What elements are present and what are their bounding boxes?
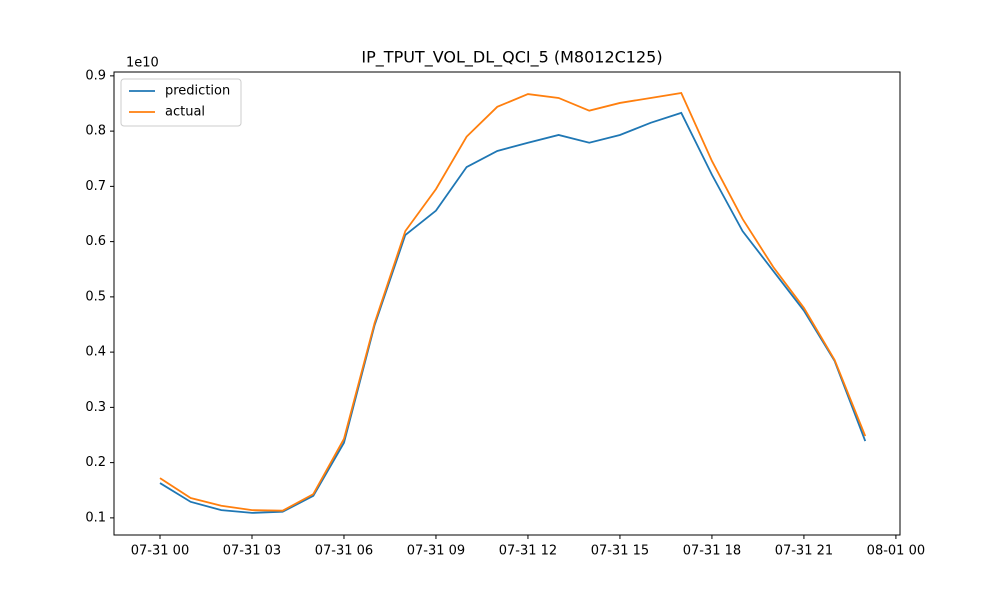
x-tick-label: 08-01 00 (867, 544, 925, 559)
y-tick-label: 0.4 (85, 345, 106, 360)
legend-label: actual (165, 105, 205, 120)
y-tick-label: 0.5 (85, 289, 106, 304)
y-tick-label: 0.7 (85, 179, 106, 194)
legend-label: prediction (165, 84, 230, 99)
x-tick-label: 07-31 06 (315, 544, 373, 559)
y-tick-label: 0.9 (85, 68, 106, 83)
plot-frame (113, 71, 901, 536)
x-tick-label: 07-31 03 (223, 544, 281, 559)
y-tick-label: 0.1 (85, 510, 106, 525)
y-tick-label: 0.2 (85, 455, 106, 470)
y-tick-label: 0.3 (85, 400, 106, 415)
x-tick-label: 07-31 21 (775, 544, 833, 559)
y-offset-label: 1e10 (126, 56, 159, 71)
x-tick-label: 07-31 12 (499, 544, 557, 559)
x-tick-label: 07-31 00 (131, 544, 189, 559)
y-tick-label: 0.8 (85, 124, 106, 139)
x-tick-label: 07-31 09 (407, 544, 465, 559)
x-tick-label: 07-31 15 (591, 544, 649, 559)
series-line (159, 91, 867, 512)
y-tick-label: 0.6 (85, 234, 106, 249)
chart-title: IP_TPUT_VOL_DL_QCI_5 (M8012C125) (361, 48, 662, 68)
x-tick-label: 07-31 18 (683, 544, 741, 559)
series-line (159, 111, 867, 514)
